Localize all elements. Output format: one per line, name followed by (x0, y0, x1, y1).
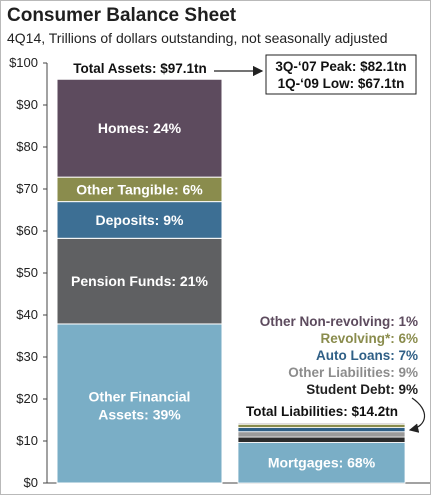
assets-segment-bar (56, 237, 223, 325)
assets-segment-label: Homes: 24% (98, 120, 182, 136)
low-text: 1Q-‘09 Low: $67.1tn (278, 76, 405, 91)
total-assets-label: Total Assets: $97.1tn (73, 61, 207, 76)
liabilities-legend-label: Other Non-revolving: 1% (260, 314, 418, 329)
liabilities-segment-label: Mortgages: 68% (268, 455, 376, 471)
liabilities-segment-bar (237, 427, 406, 433)
y-tick-label: $80 (16, 139, 38, 154)
y-tick-label: $50 (16, 265, 38, 280)
liabilities-segment-bar (237, 442, 406, 484)
total-liabilities-label: Total Liabilities: $14.2tn (246, 404, 398, 419)
liabilities-legend-label: Student Debt: 9% (306, 382, 418, 397)
liabilities-segment-bar (237, 431, 406, 438)
peak-text: 3Q-‘07 Peak: $82.1tn (275, 59, 406, 74)
assets-segment-label: Pension Funds: 21% (71, 273, 208, 289)
y-tick-label: $90 (16, 97, 38, 112)
assets-segment-label: Other Tangible: 6% (76, 181, 203, 197)
legend-connector-arrow (408, 397, 426, 433)
y-tick-label: $60 (16, 223, 38, 238)
y-tick-label: $0 (24, 475, 38, 490)
assets-segment-bar (56, 78, 223, 178)
y-tick-label: $20 (16, 391, 38, 406)
y-tick-label: $10 (16, 433, 38, 448)
peak-low-box (265, 54, 417, 95)
assets-segment-label: Deposits: 9% (96, 212, 184, 228)
liabilities-legend-label: Revolving*: 6% (320, 331, 418, 346)
liabilities-legend-label: Auto Loans: 7% (316, 348, 418, 363)
liabilities-legend-label: Other Liabilities: 9% (288, 365, 418, 380)
liabilities-segment-bar (237, 422, 406, 425)
liabilities-segment-bar (237, 436, 406, 443)
y-tick-label: $30 (16, 349, 38, 364)
chart-subtitle: 4Q14, Trillions of dollars outstanding, … (7, 30, 388, 46)
y-tick-label: $100 (9, 55, 38, 70)
chart-title: Consumer Balance Sheet (7, 5, 237, 26)
y-tick-label: $40 (16, 307, 38, 322)
assets-segment-label: Other Financial Assets: 39% (89, 388, 191, 422)
y-tick-label: $70 (16, 181, 38, 196)
